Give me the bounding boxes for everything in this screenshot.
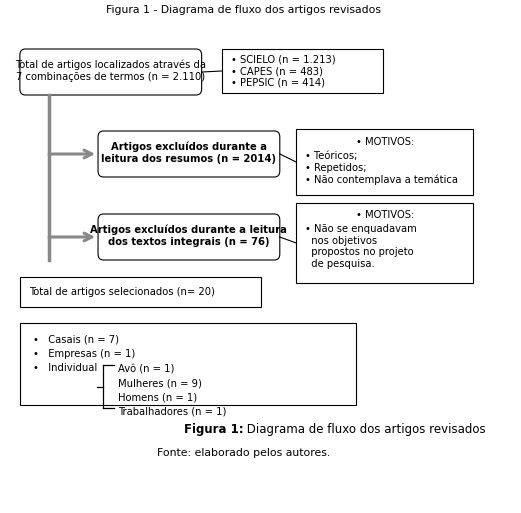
Text: Avô (n = 1): Avô (n = 1) <box>118 365 175 375</box>
Bar <box>20 277 260 307</box>
Bar <box>296 203 474 283</box>
Text: Fonte: elaborado pelos autores.: Fonte: elaborado pelos autores. <box>157 448 330 458</box>
Text: •   Casais (n = 7): • Casais (n = 7) <box>33 335 119 345</box>
Text: Figura 1 - Diagrama de fluxo dos artigos revisados: Figura 1 - Diagrama de fluxo dos artigos… <box>106 5 381 15</box>
FancyBboxPatch shape <box>98 131 280 177</box>
Bar <box>296 129 474 195</box>
Text: Total de artigos selecionados (n= 20): Total de artigos selecionados (n= 20) <box>29 287 215 297</box>
Text: Diagrama de fluxo dos artigos revisados: Diagrama de fluxo dos artigos revisados <box>243 423 486 436</box>
FancyBboxPatch shape <box>20 49 202 95</box>
Text: Figura 1:: Figura 1: <box>184 423 243 436</box>
Bar <box>221 49 383 93</box>
Text: •   Individual: • Individual <box>33 363 97 373</box>
Text: • MOTIVOS:: • MOTIVOS: <box>356 137 414 147</box>
Text: • MOTIVOS:: • MOTIVOS: <box>356 210 414 220</box>
FancyBboxPatch shape <box>98 214 280 260</box>
Text: Trabalhadores (n = 1): Trabalhadores (n = 1) <box>118 407 227 417</box>
Text: Mulheres (n = 9): Mulheres (n = 9) <box>118 379 202 389</box>
Text: Homens (n = 1): Homens (n = 1) <box>118 393 197 403</box>
Text: Artigos excluídos durante a
leitura dos resumos (n = 2014): Artigos excluídos durante a leitura dos … <box>102 142 277 164</box>
Bar <box>20 323 356 405</box>
Text: • Teóricos;
• Repetidos;
• Não contemplava a temática: • Teóricos; • Repetidos; • Não contempla… <box>305 151 458 185</box>
Text: •   Empresas (n = 1): • Empresas (n = 1) <box>33 349 135 359</box>
Text: • Não se enquadavam
  nos objetivos
  propostos no projeto
  de pesquisa.: • Não se enquadavam nos objetivos propos… <box>305 224 417 269</box>
Text: Total de artigos localizados através da
7 combinações de termos (n = 2.110): Total de artigos localizados através da … <box>15 60 206 82</box>
Text: Artigos excluídos durante a leitura
dos textos integrais (n = 76): Artigos excluídos durante a leitura dos … <box>91 225 288 247</box>
Text: • SCIELO (n = 1.213)
• CAPES (n = 483)
• PEPSIC (n = 414): • SCIELO (n = 1.213) • CAPES (n = 483) •… <box>231 54 336 88</box>
